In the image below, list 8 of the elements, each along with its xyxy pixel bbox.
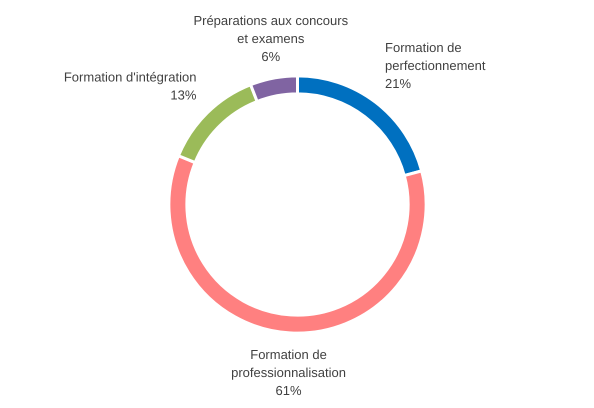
data-label: 21% <box>385 76 412 92</box>
data-label: 6% <box>261 49 281 64</box>
slice-label: Formation de professionnalisation <box>231 347 346 380</box>
slice-label: Formation d'intégration <box>64 70 196 85</box>
slice-label: Préparations aux concours et examens <box>193 13 349 46</box>
data-label: 61% <box>276 383 302 398</box>
data-label: 13% <box>170 88 197 103</box>
slice-label: Formation de perfectionnement <box>385 40 486 74</box>
